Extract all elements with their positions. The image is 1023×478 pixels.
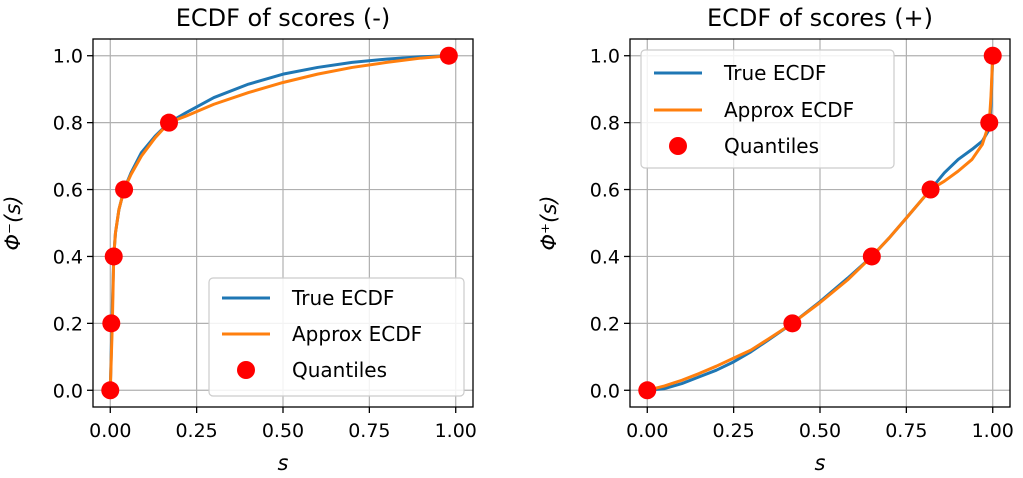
y-tick-label: 0.0: [590, 380, 620, 402]
quantile-point: [102, 314, 121, 333]
right-legend-quantile-label: Quantiles: [724, 134, 819, 158]
right-series: [645, 54, 995, 392]
left-legend-true-label: True ECDF: [291, 286, 394, 310]
y-tick-label: 0.6: [53, 180, 83, 202]
y-tick-label: 0.6: [590, 180, 620, 202]
left-panel: ECDF of scores (-) 0.00 0.25 0.50 0.75 1.000…: [1, 4, 477, 475]
right-legend: True ECDF Approx ECDF Quantiles: [640, 49, 895, 169]
y-tick-label: 0.8: [590, 113, 620, 135]
right-panel: ECDF of scores (+) 0.00 0.25 0.50 0.75 1.000…: [537, 4, 1014, 475]
right-legend-approx-label: Approx ECDF: [724, 98, 854, 122]
x-tick-label: 0.25: [712, 420, 754, 442]
x-tick-label: 0.50: [262, 420, 304, 442]
x-tick-label: 1.00: [435, 420, 477, 442]
x-tick-label: 0.25: [175, 420, 217, 442]
quantile-point: [104, 247, 123, 266]
left-legend-approx-label: Approx ECDF: [292, 322, 422, 346]
right-legend-quantile-marker: [669, 137, 687, 155]
y-tick-label: 1.0: [590, 46, 620, 68]
right-legend-true-label: True ECDF: [723, 61, 826, 85]
quantile-point: [101, 381, 120, 400]
quantile-point: [160, 113, 178, 132]
left-y-label: Φ⁻(s): [1, 196, 25, 251]
y-tick-label: 0.2: [53, 313, 83, 335]
right-x-label: s: [815, 451, 826, 475]
approx-ecdf-line: [645, 54, 995, 392]
x-tick-label: 0.75: [348, 420, 390, 442]
left-legend-quantile-label: Quantiles: [292, 358, 387, 382]
quantile-point: [115, 180, 134, 199]
quantile-point: [921, 180, 940, 199]
quantile-point: [638, 381, 657, 400]
quantile-point: [439, 46, 458, 65]
right-y-label: Φ⁺(s): [537, 196, 561, 251]
right-ticks: 0.00 0.25 0.50 0.75 1.00 0.0 0.2 0.4 0.6 0.8 1.0: [590, 46, 1014, 442]
quantile-point: [783, 314, 802, 333]
left-title: ECDF of scores (-): [176, 4, 391, 32]
y-tick-label: 0.4: [53, 246, 83, 268]
y-tick-label: 1.0: [53, 46, 83, 68]
right-quantile-points: [638, 46, 1002, 400]
x-tick-label: 0.75: [885, 420, 927, 442]
left-ticks: 0.00 0.25 0.50 0.75 1.00 0.0 0.2 0.4 0.6 0.8 1.0: [53, 46, 477, 442]
quantile-point: [862, 247, 881, 266]
left-legend-box: [208, 277, 465, 397]
y-tick-label: 0.0: [53, 380, 83, 402]
x-tick-label: 0.00: [89, 420, 131, 442]
quantile-point: [980, 113, 999, 132]
right-title: ECDF of scores (+): [707, 4, 933, 32]
left-legend-quantile-marker: [237, 361, 255, 379]
left-x-label: s: [278, 451, 289, 475]
left-quantile-points: [101, 46, 458, 400]
left-legend: True ECDF Approx ECDF Quantiles: [208, 277, 465, 397]
x-tick-label: 0.00: [626, 420, 668, 442]
x-tick-label: 0.50: [799, 420, 841, 442]
right-legend-box: [640, 49, 895, 169]
y-tick-label: 0.4: [590, 246, 620, 268]
y-tick-label: 0.2: [590, 313, 620, 335]
quantile-point: [983, 46, 1002, 65]
y-tick-label: 0.8: [53, 113, 83, 135]
x-tick-label: 1.00: [972, 420, 1014, 442]
